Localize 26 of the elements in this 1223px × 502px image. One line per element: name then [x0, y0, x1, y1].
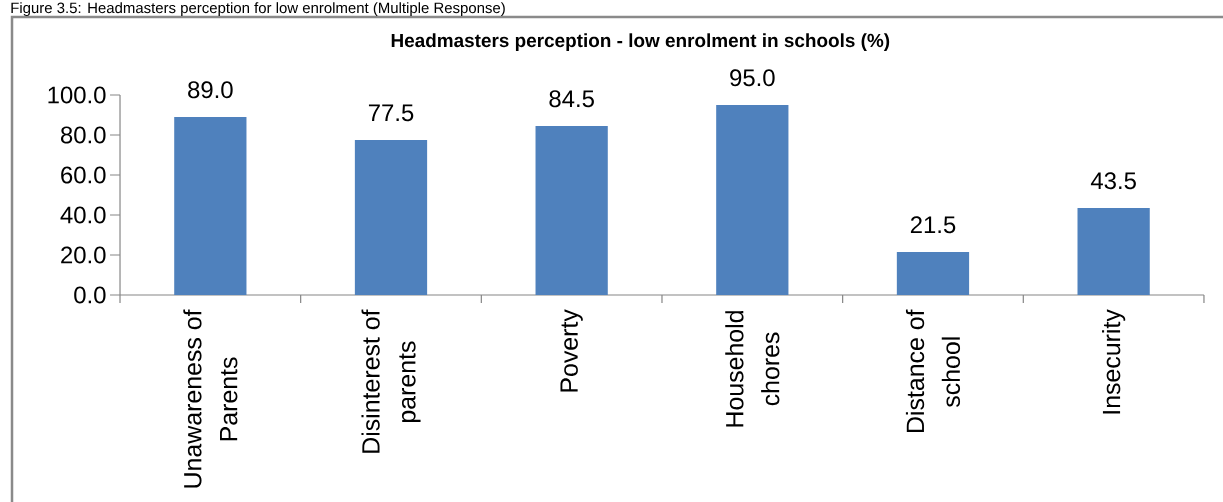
bar: [354, 139, 428, 295]
y-tick-label: 20.0: [61, 246, 106, 264]
data-label: 89.0: [188, 81, 233, 99]
x-tick-label: Disinterest of parents: [361, 309, 421, 453]
y-tick-label: 100.0: [48, 86, 106, 104]
data-label: 43.5: [1090, 172, 1136, 190]
bar: [896, 251, 970, 295]
y-tick-label: 0.0: [74, 286, 106, 304]
chart-title: Headmasters perception - low enrolment in schools (%): [391, 33, 890, 51]
x-tick-label: Distance of school: [905, 309, 961, 432]
y-tick-label: 40.0: [60, 206, 106, 224]
x-tick-label: Unawareness of Parents: [183, 309, 238, 488]
bar: [174, 116, 247, 295]
x-tick-label: Insecurity: [1102, 309, 1126, 414]
bar: [535, 125, 608, 295]
data-label: 77.5: [368, 104, 414, 122]
bar: [1077, 207, 1150, 295]
caption: Figure 3.5: Headmasters perception for low enrolment (Multiple Response): [11, 2, 505, 17]
data-label: 84.5: [549, 90, 594, 108]
y-tick-label: 80.0: [60, 126, 106, 144]
bar: [716, 104, 789, 295]
x-tick-label: Poverty: [560, 309, 583, 392]
data-label: 21.5: [910, 216, 956, 234]
x-tick-label: Household chores: [725, 311, 780, 427]
y-tick-label: 60.0: [61, 166, 106, 184]
data-label: 95.0: [730, 69, 775, 87]
